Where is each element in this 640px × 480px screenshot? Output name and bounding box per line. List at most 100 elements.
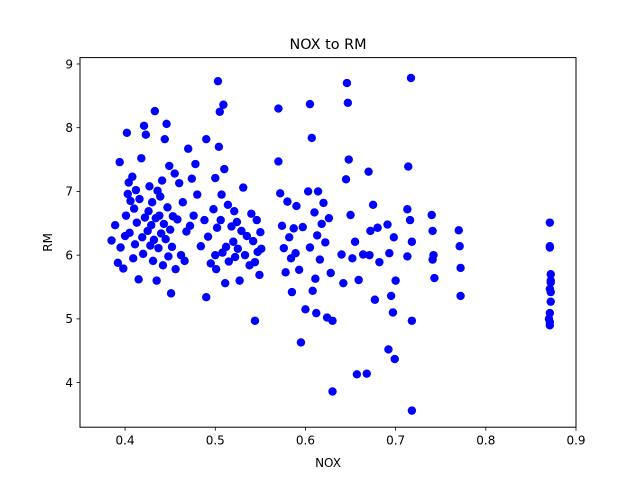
scatter-point [184, 144, 193, 153]
scatter-point [156, 229, 166, 238]
scatter-point [274, 104, 283, 113]
scatter-point [221, 242, 231, 252]
scatter-point [155, 211, 164, 220]
scatter-point [456, 263, 465, 273]
scatter-point [545, 243, 555, 252]
scatter-point [217, 190, 226, 199]
x-tick-label: 0.4 [116, 434, 135, 448]
y-axis-label: RM [41, 233, 55, 252]
scatter-point [220, 164, 229, 174]
scatter-point [257, 244, 266, 253]
scatter-point [274, 157, 283, 166]
scatter-point [252, 215, 261, 225]
scatter-point [389, 233, 399, 242]
scatter-point [312, 231, 322, 240]
scatter-point [157, 176, 167, 185]
scatter-point [385, 249, 394, 258]
x-axis: 0.4 0.5 0.6 0.7 0.8 0.9 [116, 427, 586, 448]
scatter-point [456, 291, 465, 301]
scatter-point [305, 243, 315, 252]
x-tick-label: 0.6 [296, 434, 315, 448]
scatter-point [147, 220, 156, 230]
y-tick-label: 4 [65, 376, 73, 390]
scatter-point [131, 185, 141, 195]
scatter-point [428, 226, 437, 236]
scatter-point [313, 187, 323, 196]
scatter-point [129, 254, 138, 263]
scatter-point [167, 242, 177, 252]
scatter-point [134, 275, 143, 284]
scatter-point [139, 121, 149, 130]
scatter-point [281, 268, 290, 277]
scatter-point [173, 215, 182, 224]
scatter-point [390, 354, 399, 364]
scatter-point [239, 183, 248, 192]
scatter-point [373, 223, 382, 232]
scatter-point [407, 316, 417, 325]
scatter-point [292, 201, 301, 211]
scatter-point [328, 387, 337, 396]
scatter-point [350, 237, 360, 246]
scatter-point [405, 215, 415, 225]
scatter-point [166, 289, 176, 298]
scatter-point [307, 133, 316, 143]
scatter-point [224, 257, 233, 266]
scatter-point [248, 236, 258, 246]
scatter-point [546, 278, 555, 287]
scatter-point [141, 130, 151, 139]
scatter-point [546, 297, 555, 306]
scatter-point [115, 157, 124, 167]
scatter-point [348, 254, 357, 263]
scatter-point [129, 204, 139, 213]
scatter-point [291, 249, 300, 258]
x-tick-label: 0.7 [386, 434, 405, 448]
scatter-point [196, 242, 206, 251]
scatter-point [384, 345, 393, 354]
scatter-point [206, 259, 215, 268]
scatter-point [214, 142, 224, 152]
scatter-point [178, 198, 188, 207]
scatter-point [235, 276, 244, 285]
scatter-point [247, 209, 256, 218]
scatter-point [148, 256, 158, 266]
y-tick-label: 7 [65, 185, 73, 199]
scatter-point [403, 205, 412, 214]
scatter-point [171, 264, 180, 274]
scatter-point [294, 265, 304, 274]
y-axis: 4 5 6 7 8 9 [65, 57, 80, 390]
scatter-point [116, 243, 125, 252]
scatter-point [137, 154, 146, 163]
scatter-point [110, 220, 120, 230]
scatter-point [545, 308, 555, 318]
scatter-point [189, 211, 198, 220]
scatter-point [138, 249, 148, 259]
scatter-point [211, 250, 220, 260]
scatter-point [230, 206, 239, 216]
scatter-point [212, 223, 222, 232]
scatter-point [383, 220, 392, 229]
scatter-point [250, 257, 260, 267]
scatter-point [305, 99, 315, 109]
scatter-point [321, 238, 330, 247]
scatter-point [237, 226, 246, 236]
scatter-point [156, 192, 165, 201]
scatter-point [319, 198, 328, 208]
scatter-point [312, 308, 321, 318]
scatter-point [240, 250, 250, 260]
x-tick-label: 0.8 [476, 434, 495, 448]
scatter-point [310, 208, 319, 217]
scatter-point [125, 228, 134, 238]
scatter-point [130, 240, 140, 249]
scatter-point [430, 273, 439, 283]
scatter-point [339, 278, 348, 288]
points-layer [107, 73, 555, 415]
scatter-point [122, 128, 132, 137]
chart-title: NOX to RM [289, 37, 366, 53]
scatter-point [391, 276, 400, 285]
scatter-point [375, 257, 384, 267]
y-tick-label: 5 [65, 312, 73, 326]
scatter-point [250, 316, 260, 325]
scatter-point [113, 258, 123, 267]
scatter-point [233, 244, 243, 253]
